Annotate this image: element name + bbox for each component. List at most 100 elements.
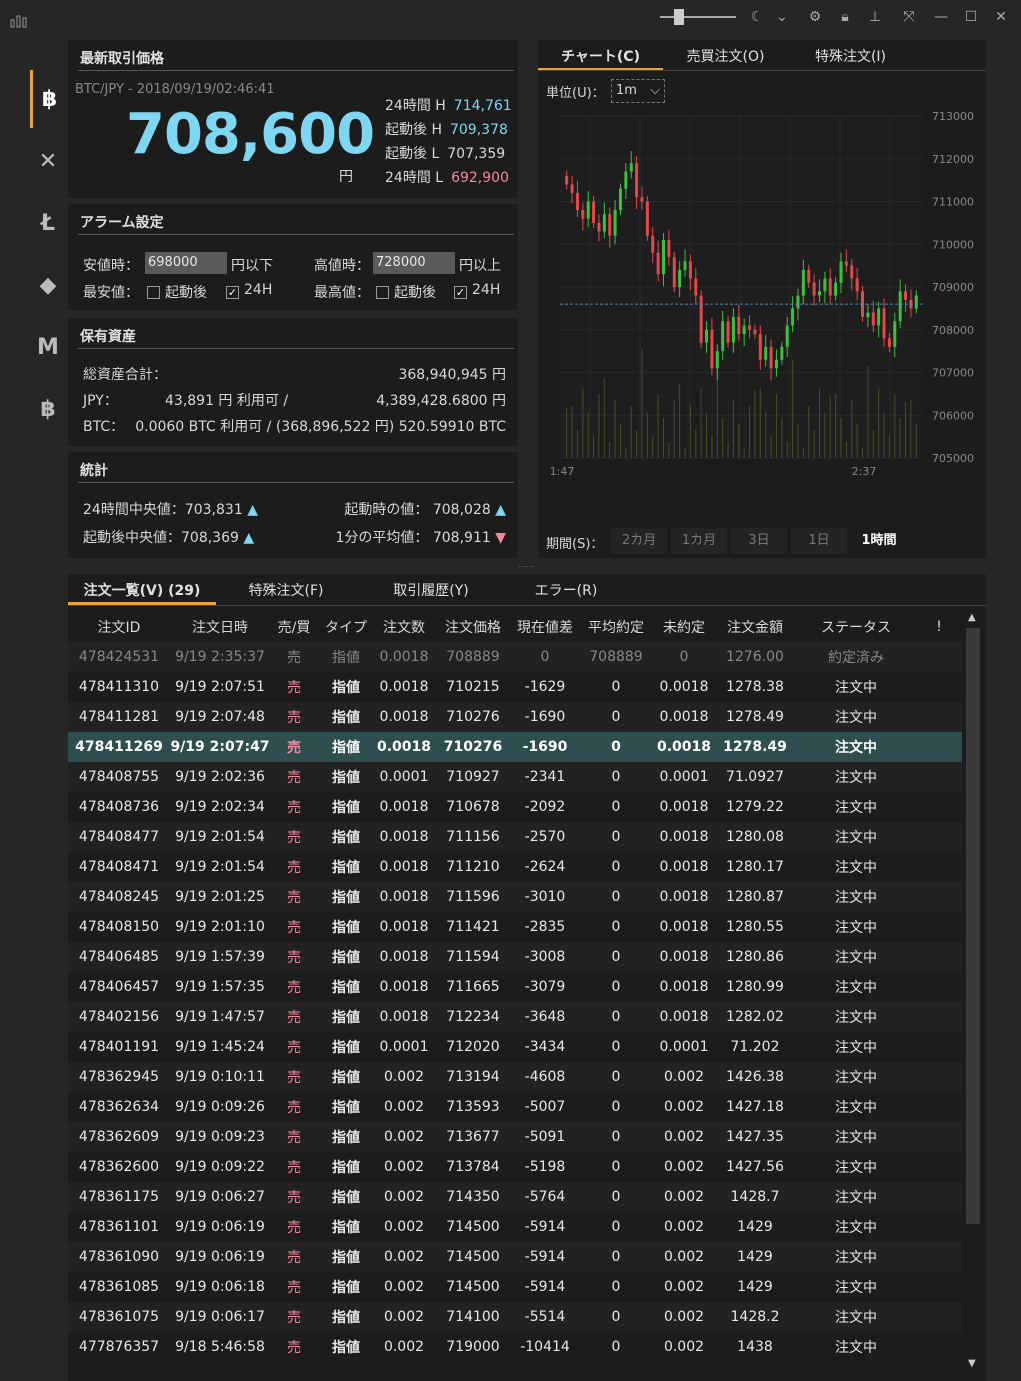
table-row[interactable]: 478362634 9/19 0:09:26 売 指値 0.002 713593 -5007…	[68, 1092, 962, 1122]
column-header[interactable]: 注文価格	[445, 620, 501, 636]
column-header[interactable]: 未約定	[663, 620, 705, 636]
mona-icon[interactable]: M	[37, 334, 59, 360]
splitter-handle[interactable]: ⋯⋯	[518, 562, 534, 571]
table-row[interactable]: 478411281 9/19 2:07:48 売 指値 0.0018 710276 -169…	[68, 702, 962, 732]
table-row[interactable]: 478408471 9/19 2:01:54 売 指値 0.0018 711210 -262…	[68, 852, 962, 882]
table-row[interactable]: 478361175 9/19 0:06:27 売 指値 0.002 714350 -5764…	[68, 1182, 962, 1212]
xrp-icon[interactable]: ✕	[38, 148, 58, 174]
price-stat-value: 714,761	[453, 98, 512, 114]
column-header[interactable]: !	[936, 619, 942, 635]
candlestick-chart[interactable]: 713000 712000 711000 710000 709000 708000 7070…	[538, 108, 986, 528]
close-icon[interactable]: ✕	[995, 9, 1007, 25]
min-start-checkbox[interactable]: 起動後	[147, 282, 207, 302]
table-row[interactable]: 478361075 9/19 0:06:17 売 指値 0.002 714100 -5514…	[68, 1302, 962, 1332]
opacity-slider-thumb[interactable]	[674, 9, 684, 25]
candle-body	[726, 321, 730, 343]
checkbox-icon[interactable]	[376, 286, 389, 299]
table-cell	[916, 852, 962, 882]
table-row[interactable]: 478402156 9/19 1:47:57 売 指値 0.0018 712234 -364…	[68, 1002, 962, 1032]
period-button[interactable]: 1時間	[851, 528, 907, 554]
table-cell: 0	[611, 1129, 621, 1145]
column-header[interactable]: 現在値差	[517, 620, 573, 636]
orders-scrollbar[interactable]: ▲ ▼	[964, 612, 982, 1377]
ethereum-icon[interactable]: ◆	[39, 272, 57, 298]
bitcoin-icon[interactable]: ฿	[30, 70, 66, 128]
scroll-down-icon[interactable]: ▼	[968, 1358, 976, 1369]
table-row[interactable]: 478406457 9/19 1:57:35 売 指値 0.0018 711665 -307…	[68, 972, 962, 1002]
table-row[interactable]: 478424531 9/19 2:35:37 売 指値 0.0018 708889 0 708…	[68, 642, 962, 672]
table-cell: 713677	[446, 1129, 500, 1145]
orders-tab[interactable]: エラー(R)	[534, 583, 598, 599]
table-cell: 1427.56	[726, 1159, 784, 1175]
orders-tab[interactable]: 取引履歴(Y)	[393, 583, 469, 599]
checkmark-icon[interactable]: ✓	[454, 286, 467, 299]
period-button[interactable]: 2カ月	[611, 528, 667, 554]
orders-tab[interactable]: 注文一覧(V) (29)	[68, 580, 216, 605]
table-row[interactable]: 478406485 9/19 1:57:39 売 指値 0.0018 711594 -300…	[68, 942, 962, 972]
max-24h-checkbox[interactable]: ✓ 24H	[454, 282, 500, 299]
lock-icon[interactable]: 🔒︎	[841, 9, 849, 25]
table-cell	[916, 1062, 962, 1092]
maximize-icon[interactable]: ☐	[964, 9, 978, 25]
table-row[interactable]: 478361085 9/19 0:06:18 売 指値 0.002 714500 -5914…	[68, 1272, 962, 1302]
litecoin-icon[interactable]: Ł	[40, 210, 56, 236]
table-cell: -5914	[524, 1219, 566, 1235]
table-row[interactable]: 478411310 9/19 2:07:51 売 指値 0.0018 710215 -162…	[68, 672, 962, 702]
low-alarm-input[interactable]: 698000	[145, 252, 227, 274]
period-button[interactable]: 1日	[791, 528, 847, 554]
minimize-icon[interactable]: —	[934, 9, 948, 25]
column-header[interactable]: 売/買	[277, 620, 311, 636]
table-row[interactable]: 478362609 9/19 0:09:23 売 指値 0.002 713677 -5091…	[68, 1122, 962, 1152]
tab-special-order[interactable]: 特殊注文(I)	[814, 49, 887, 65]
opacity-slider[interactable]	[660, 16, 736, 18]
column-header[interactable]: ステータス	[821, 620, 891, 636]
period-button[interactable]: 3日	[731, 528, 787, 554]
table-cell: 売	[287, 1340, 301, 1356]
table-row[interactable]: 478361101 9/19 0:06:19 売 指値 0.002 714500 -5914…	[68, 1212, 962, 1242]
table-row[interactable]: 478408736 9/19 2:02:34 売 指値 0.0018 710678 -209…	[68, 792, 962, 822]
column-header[interactable]: 注文金額	[727, 620, 783, 636]
column-header[interactable]: 注文日時	[192, 620, 248, 636]
column-header[interactable]: 注文数	[383, 620, 425, 636]
table-row[interactable]: 478408245 9/19 2:01:25 売 指値 0.0018 711596 -301…	[68, 882, 962, 912]
checkmark-icon[interactable]: ✓	[226, 286, 239, 299]
collapse-icon[interactable]: ⤧	[903, 9, 915, 25]
max-start-checkbox[interactable]: 起動後	[376, 282, 436, 302]
table-cell: -1629	[524, 679, 566, 695]
table-row[interactable]: 478401191 9/19 1:45:24 売 指値 0.0001 712020 -343…	[68, 1032, 962, 1062]
table-cell: 713194	[446, 1069, 500, 1085]
orders-tab[interactable]: 特殊注文(F)	[248, 583, 324, 599]
table-cell: 売	[287, 860, 301, 876]
table-cell: -2624	[524, 859, 566, 875]
unit-select[interactable]: 1m ⌵	[611, 79, 665, 103]
table-row[interactable]: 478362945 9/19 0:10:11 売 指値 0.002 713194 -4608…	[68, 1062, 962, 1092]
title-bar: ☾ ⌄ ⚙ 🔒︎ ⊥ ⤧ — ☐ ✕	[0, 0, 1021, 34]
bitcoin-cash-icon[interactable]: ฿	[40, 396, 56, 422]
column-header[interactable]: 平均約定	[588, 620, 644, 636]
pin-icon[interactable]: ⊥	[868, 9, 882, 25]
min-alarm-label: 最安値：	[83, 285, 139, 301]
tab-trade-order[interactable]: 売買注文(O)	[686, 49, 765, 65]
tab-chart[interactable]: チャート(C)	[538, 46, 663, 71]
table-cell: -5007	[524, 1099, 566, 1115]
scroll-up-icon[interactable]: ▲	[968, 612, 976, 623]
table-row[interactable]: 478408755 9/19 2:02:36 売 指値 0.0001 710927 -234…	[68, 762, 962, 792]
column-header[interactable]: 注文ID	[97, 620, 141, 636]
chevron-down-icon[interactable]: ⌄	[776, 9, 788, 25]
table-row[interactable]: 478411269 9/19 2:07:47 売指値 0.0018 710276 -169…	[68, 732, 962, 762]
high-alarm-input[interactable]: 728000	[373, 252, 455, 274]
min-24h-checkbox[interactable]: ✓ 24H	[226, 282, 272, 299]
moon-icon[interactable]: ☾	[750, 9, 764, 25]
table-row[interactable]: 478408150 9/19 2:01:10 売 指値 0.0018 711421 -283…	[68, 912, 962, 942]
column-header[interactable]: タイプ	[325, 620, 367, 636]
checkbox-icon[interactable]	[147, 286, 160, 299]
table-row[interactable]: 477876357 9/18 5:46:58 売 指値 0.002 719000 -1041…	[68, 1332, 962, 1362]
table-row[interactable]: 478408477 9/19 2:01:54 売 指値 0.0018 711156 -257…	[68, 822, 962, 852]
table-row[interactable]: 478362600 9/19 0:09:22 売 指値 0.002 713784 -5198…	[68, 1152, 962, 1182]
period-button[interactable]: 1カ月	[671, 528, 727, 554]
table-cell: 0.0018	[659, 679, 709, 695]
scrollbar-thumb[interactable]	[966, 628, 980, 1224]
gear-icon[interactable]: ⚙	[808, 9, 822, 25]
latest-price-panel: 最新取引価格 BTC/JPY - 2018/09/19/02:46:41 708…	[68, 40, 518, 198]
table-row[interactable]: 478361090 9/19 0:06:19 売 指値 0.002 714500 -5914…	[68, 1242, 962, 1272]
